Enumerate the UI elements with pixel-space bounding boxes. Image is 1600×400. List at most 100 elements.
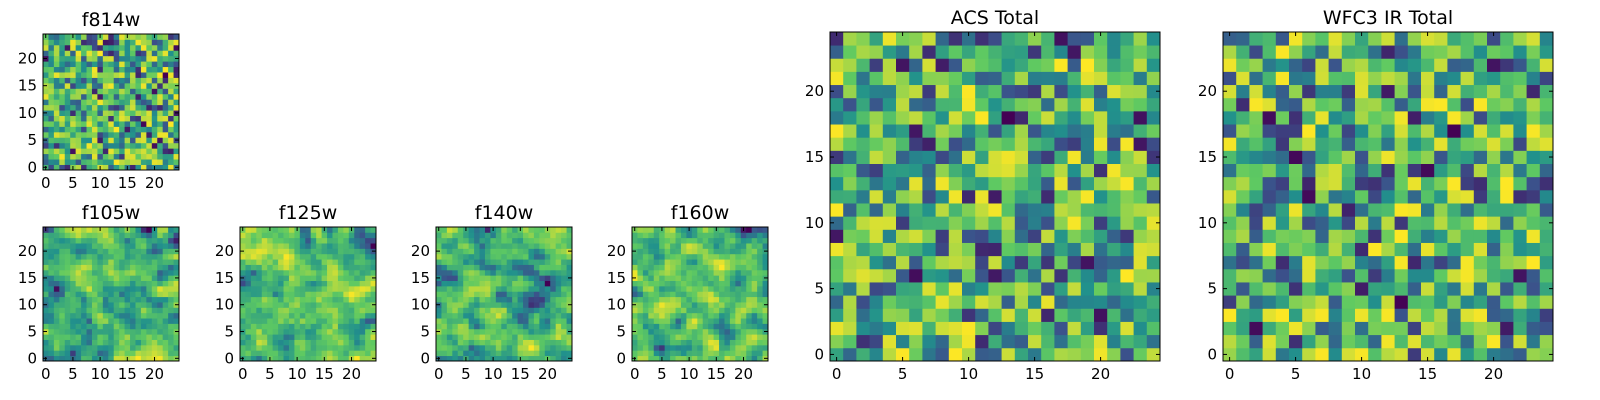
heatmap-cell bbox=[830, 110, 844, 125]
heatmap-cell bbox=[130, 339, 136, 346]
heatmap-cell bbox=[1133, 268, 1148, 283]
heatmap-cell bbox=[91, 275, 98, 281]
heatmap-cell bbox=[653, 350, 660, 357]
heatmap-cell bbox=[162, 164, 169, 171]
heatmap-cell bbox=[1262, 97, 1277, 112]
heatmap-cell bbox=[91, 355, 98, 362]
heatmap-cell bbox=[157, 72, 164, 78]
heatmap-cell bbox=[108, 344, 115, 351]
heatmap-cell bbox=[1394, 45, 1409, 59]
heatmap-cell bbox=[1249, 282, 1263, 296]
heatmap-cell bbox=[1421, 176, 1435, 191]
heatmap-cell bbox=[680, 248, 687, 255]
heatmap-cell bbox=[719, 232, 725, 239]
heatmap-cell bbox=[278, 291, 284, 298]
heatmap-cell bbox=[856, 150, 870, 164]
heatmap-cell bbox=[1473, 268, 1488, 283]
heatmap-cell bbox=[146, 82, 153, 89]
heatmap-cell bbox=[740, 285, 747, 292]
heatmap-cell bbox=[102, 55, 109, 62]
heatmap-cell bbox=[1080, 308, 1095, 322]
heatmap-cell bbox=[1289, 189, 1303, 204]
heatmap-cell bbox=[240, 243, 246, 249]
heatmap-cell bbox=[1275, 242, 1290, 257]
heatmap-cell bbox=[135, 148, 142, 155]
heatmap-cell bbox=[1028, 189, 1042, 204]
x-tick-label: 10 bbox=[91, 174, 110, 192]
heatmap-cell bbox=[561, 307, 567, 314]
heatmap-cell bbox=[555, 285, 562, 292]
heatmap-cell bbox=[75, 318, 82, 324]
panel-title: f160w bbox=[671, 202, 730, 224]
heatmap-cell bbox=[988, 137, 1002, 151]
heatmap-cell bbox=[70, 232, 77, 239]
heatmap-cell bbox=[1341, 32, 1356, 46]
heatmap-cell bbox=[140, 61, 147, 68]
heatmap-cell bbox=[751, 269, 758, 276]
heatmap-cell bbox=[856, 58, 870, 72]
heatmap-cell bbox=[1028, 150, 1042, 164]
heatmap-cell bbox=[1054, 189, 1068, 204]
heatmap-cell bbox=[240, 285, 246, 292]
heatmap-cell bbox=[140, 291, 147, 298]
heatmap-cell bbox=[1421, 203, 1435, 217]
heatmap-cell bbox=[86, 72, 93, 78]
heatmap-cell bbox=[896, 203, 910, 217]
heatmap-cell bbox=[1381, 110, 1395, 125]
heatmap-cell bbox=[484, 227, 491, 233]
heatmap-cell bbox=[1368, 176, 1382, 191]
heatmap-cell bbox=[664, 296, 671, 303]
heatmap-cell bbox=[561, 302, 567, 308]
heatmap-cell bbox=[1328, 203, 1343, 217]
heatmap-cell bbox=[463, 259, 470, 265]
heatmap-cell bbox=[321, 302, 328, 308]
heatmap-cell bbox=[474, 291, 480, 298]
heatmap-cell bbox=[91, 39, 98, 46]
heatmap-cell bbox=[922, 137, 936, 151]
heatmap-cell bbox=[1094, 163, 1108, 178]
heatmap-cell bbox=[869, 150, 884, 164]
heatmap-cell bbox=[539, 264, 546, 271]
heatmap-cell bbox=[75, 50, 82, 57]
heatmap-cell bbox=[452, 302, 459, 308]
heatmap-cell bbox=[1460, 97, 1475, 112]
heatmap-cell bbox=[102, 66, 109, 73]
heatmap-cell bbox=[1001, 347, 1016, 362]
heatmap-cell bbox=[53, 264, 60, 271]
heatmap-cell bbox=[130, 253, 136, 260]
heatmap-cell bbox=[113, 344, 120, 351]
heatmap-cell bbox=[272, 339, 279, 346]
heatmap-cell bbox=[484, 334, 491, 340]
heatmap-cell bbox=[506, 312, 513, 319]
heatmap-cell bbox=[896, 71, 910, 86]
heatmap-cell bbox=[512, 302, 518, 308]
heatmap-cell bbox=[359, 243, 366, 249]
heatmap-cell bbox=[1289, 229, 1303, 243]
heatmap-cell bbox=[91, 259, 98, 265]
heatmap-cell bbox=[162, 34, 169, 40]
heatmap-cell bbox=[173, 339, 180, 346]
heatmap-cell bbox=[675, 280, 682, 287]
heatmap-cell bbox=[70, 323, 77, 330]
heatmap-cell bbox=[1473, 84, 1488, 99]
heatmap-cell bbox=[1080, 163, 1095, 178]
heatmap-cell bbox=[762, 285, 769, 292]
heatmap-cell bbox=[168, 131, 174, 138]
heatmap-cell bbox=[294, 344, 301, 351]
heatmap-cell bbox=[479, 350, 486, 357]
heatmap-cell bbox=[119, 323, 125, 330]
heatmap-cell bbox=[64, 302, 71, 308]
heatmap-cell bbox=[91, 93, 98, 100]
heatmap-cell bbox=[909, 321, 923, 336]
heatmap-cell bbox=[561, 334, 567, 340]
heatmap-cell bbox=[343, 243, 350, 249]
heatmap-cell bbox=[664, 269, 671, 276]
heatmap-cell bbox=[327, 312, 333, 319]
heatmap-cell bbox=[1460, 295, 1475, 309]
heatmap-cell bbox=[354, 248, 361, 255]
heatmap-cell bbox=[278, 302, 284, 308]
heatmap-cell bbox=[157, 164, 164, 171]
heatmap-cell bbox=[539, 344, 546, 351]
heatmap-cell bbox=[53, 355, 60, 362]
heatmap-cell bbox=[922, 189, 936, 204]
